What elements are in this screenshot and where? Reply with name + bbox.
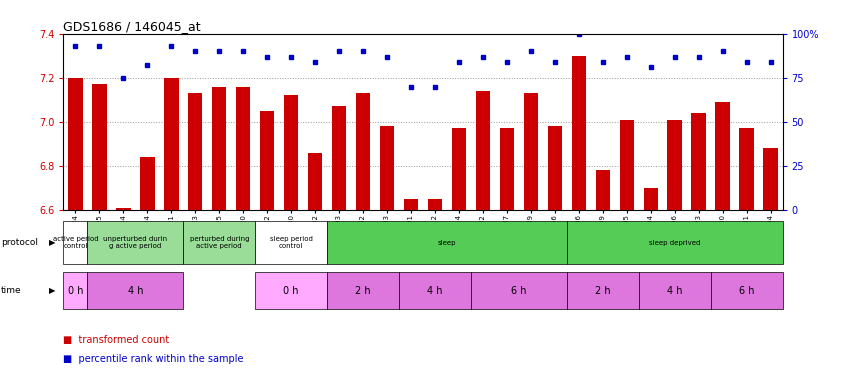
Bar (236, 87, 250, 210)
Bar (308, 153, 322, 210)
Text: active period
control: active period control (52, 236, 98, 249)
Bar (87, 221, 184, 264)
Bar (639, 272, 711, 309)
Bar (667, 120, 682, 210)
Bar (471, 272, 567, 309)
Bar (327, 221, 567, 264)
Bar (87, 272, 184, 309)
Bar (164, 78, 179, 210)
Text: ■  transformed count: ■ transformed count (63, 335, 170, 345)
Text: 4 h: 4 h (427, 286, 442, 296)
Bar (184, 221, 255, 264)
Text: unperturbed durin
g active period: unperturbed durin g active period (103, 236, 168, 249)
Bar (92, 84, 107, 210)
Text: 2 h: 2 h (355, 286, 371, 296)
Text: sleep: sleep (437, 240, 456, 246)
Bar (567, 272, 639, 309)
Bar (547, 126, 562, 210)
Text: protocol: protocol (1, 238, 38, 248)
Bar (716, 102, 730, 210)
Bar (63, 221, 87, 264)
Bar (475, 91, 490, 210)
Bar (500, 129, 514, 210)
Bar (63, 272, 87, 309)
Bar (188, 93, 202, 210)
Bar (739, 129, 754, 210)
Bar (356, 93, 371, 210)
Bar (404, 199, 418, 210)
Bar (399, 272, 471, 309)
Bar (255, 272, 327, 309)
Bar (711, 272, 783, 309)
Bar (212, 87, 227, 210)
Bar (567, 221, 783, 264)
Bar (428, 199, 442, 210)
Text: 0 h: 0 h (68, 286, 83, 296)
Text: 2 h: 2 h (595, 286, 611, 296)
Text: 4 h: 4 h (667, 286, 683, 296)
Bar (452, 129, 466, 210)
Bar (140, 157, 155, 210)
Bar (327, 272, 399, 309)
Bar (691, 113, 706, 210)
Bar (524, 93, 538, 210)
Bar (69, 78, 83, 210)
Text: sleep deprived: sleep deprived (649, 240, 700, 246)
Bar (380, 126, 394, 210)
Text: 6 h: 6 h (739, 286, 755, 296)
Bar (284, 96, 299, 210)
Text: sleep period
control: sleep period control (270, 236, 313, 249)
Text: 4 h: 4 h (128, 286, 143, 296)
Text: perturbed during
active period: perturbed during active period (190, 236, 249, 249)
Bar (596, 170, 610, 210)
Bar (116, 208, 130, 210)
Text: 6 h: 6 h (511, 286, 526, 296)
Text: ▶: ▶ (49, 238, 56, 248)
Bar (763, 148, 777, 210)
Bar (260, 111, 274, 210)
Text: 0 h: 0 h (283, 286, 299, 296)
Text: ■  percentile rank within the sample: ■ percentile rank within the sample (63, 354, 244, 364)
Text: ▶: ▶ (49, 286, 56, 295)
Bar (644, 188, 658, 210)
Bar (572, 56, 586, 210)
Bar (332, 106, 346, 210)
Bar (255, 221, 327, 264)
Bar (619, 120, 634, 210)
Text: time: time (1, 286, 21, 295)
Text: GDS1686 / 146045_at: GDS1686 / 146045_at (63, 20, 201, 33)
